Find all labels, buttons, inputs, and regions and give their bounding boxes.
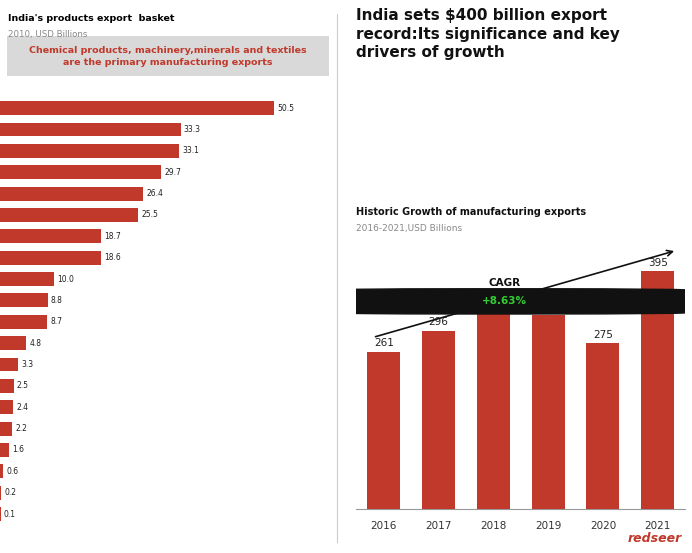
Text: 33.1: 33.1 xyxy=(183,147,199,155)
Text: 26.4: 26.4 xyxy=(147,189,163,198)
Bar xyxy=(0,294,48,307)
Text: redseer: redseer xyxy=(628,531,682,545)
Bar xyxy=(0,144,179,158)
Bar xyxy=(0,358,18,372)
Bar xyxy=(0,165,161,179)
Bar xyxy=(0,272,54,286)
Text: India sets $400 billion export
record:Its significance and key
drivers of growth: India sets $400 billion export record:It… xyxy=(356,8,620,60)
Text: 8.8: 8.8 xyxy=(51,296,63,305)
Bar xyxy=(422,331,455,509)
Text: Historic Growth of manufacturing exports: Historic Growth of manufacturing exports xyxy=(356,207,587,217)
Text: 2016-2021,USD Billions: 2016-2021,USD Billions xyxy=(356,224,462,233)
Text: 324: 324 xyxy=(484,300,503,310)
Text: 18.6: 18.6 xyxy=(104,253,121,262)
Bar xyxy=(641,272,674,509)
Bar xyxy=(0,229,101,243)
Text: 395: 395 xyxy=(648,258,668,268)
Bar xyxy=(0,101,274,115)
Bar xyxy=(0,336,26,350)
Text: 275: 275 xyxy=(593,330,613,340)
Text: India's products export  basket: India's products export basket xyxy=(8,14,175,23)
Text: 50.5: 50.5 xyxy=(277,103,294,113)
Text: 0.6: 0.6 xyxy=(6,467,19,476)
Bar xyxy=(0,379,14,393)
Text: +8.63%: +8.63% xyxy=(482,296,527,306)
Bar xyxy=(0,486,1,499)
Bar xyxy=(0,208,138,222)
Text: 2.2: 2.2 xyxy=(15,424,27,433)
Text: 296: 296 xyxy=(428,317,448,327)
Bar xyxy=(0,421,12,436)
Bar xyxy=(367,352,400,509)
Text: 2.5: 2.5 xyxy=(17,382,29,390)
Text: 29.7: 29.7 xyxy=(164,168,181,177)
Bar xyxy=(0,465,3,478)
Text: 323: 323 xyxy=(538,301,558,311)
FancyBboxPatch shape xyxy=(311,289,692,314)
Text: 2010, USD Billions: 2010, USD Billions xyxy=(8,30,88,39)
Bar xyxy=(0,251,101,264)
Text: 261: 261 xyxy=(374,338,394,348)
Bar xyxy=(531,315,565,509)
Bar xyxy=(587,343,619,509)
Bar xyxy=(0,443,9,457)
Text: CAGR: CAGR xyxy=(489,278,520,288)
Bar xyxy=(0,186,143,201)
Text: 3.3: 3.3 xyxy=(21,360,33,369)
Text: 0.1: 0.1 xyxy=(3,509,16,519)
Text: 25.5: 25.5 xyxy=(141,211,158,220)
Text: 0.2: 0.2 xyxy=(4,488,17,497)
Bar xyxy=(477,314,510,509)
Text: Chemical products, machinery,minerals and textiles
are the primary manufacturing: Chemical products, machinery,minerals an… xyxy=(29,46,307,67)
Text: 18.7: 18.7 xyxy=(104,232,121,241)
Text: 4.8: 4.8 xyxy=(29,338,42,348)
Bar xyxy=(0,315,47,328)
Text: 1.6: 1.6 xyxy=(12,445,24,455)
Bar xyxy=(0,400,13,414)
Text: 2.4: 2.4 xyxy=(17,403,28,411)
Text: 33.3: 33.3 xyxy=(184,125,201,134)
Text: 8.7: 8.7 xyxy=(51,317,62,326)
Text: 10.0: 10.0 xyxy=(57,274,74,284)
Bar xyxy=(0,123,181,137)
